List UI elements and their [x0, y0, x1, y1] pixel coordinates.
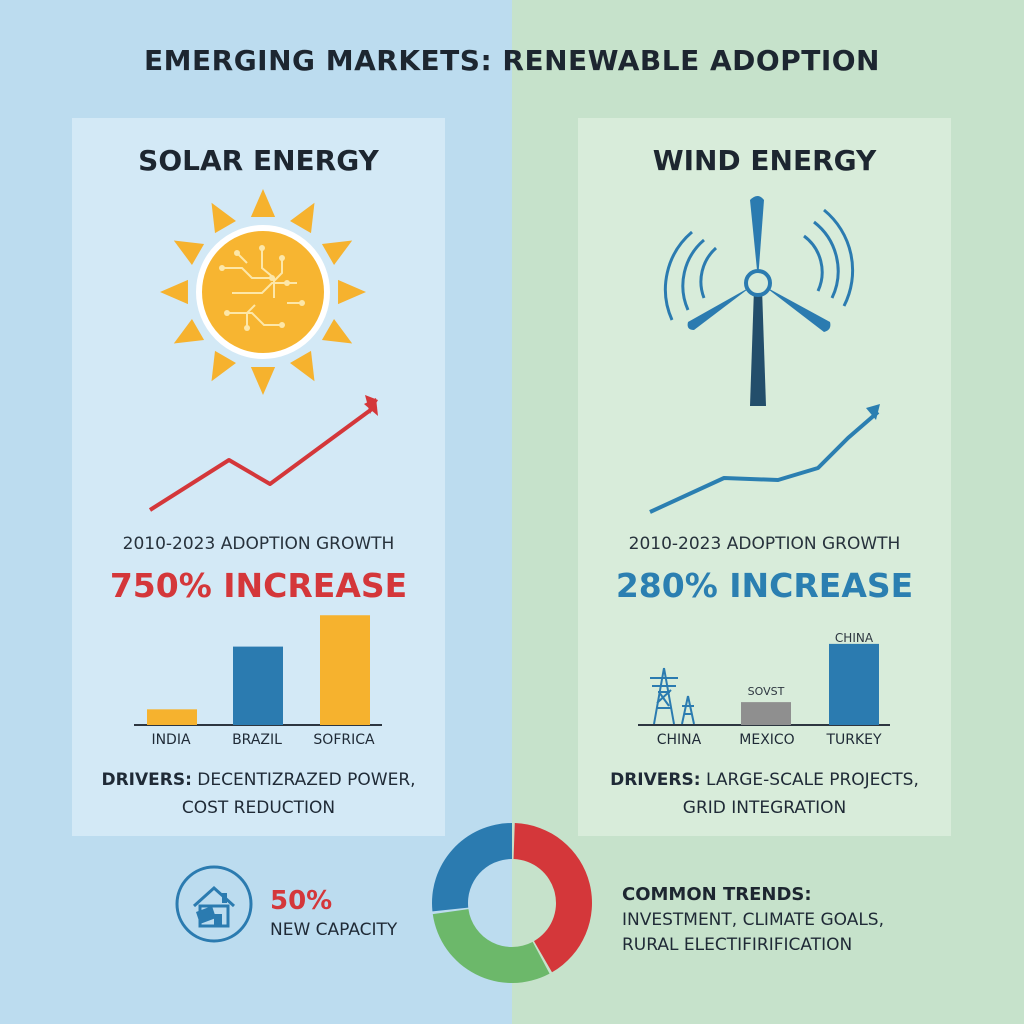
- common-trends-line-2: RURAL ELECTIFIRIFICATION: [622, 935, 853, 955]
- solar-bars-bar-2: [233, 646, 283, 725]
- sun-ray: [290, 350, 315, 382]
- solar-bars-bar-3: [320, 615, 370, 725]
- capacity-label: NEW CAPACITY: [270, 920, 398, 940]
- sun-ray: [173, 319, 205, 344]
- wind-drivers-label: DRIVERS:: [610, 770, 701, 790]
- solar-bars-bar-1: [147, 709, 197, 725]
- sun-ray: [173, 240, 205, 265]
- wind-bar-top-label-3: CHINA: [834, 631, 874, 645]
- solar-heading: SOLAR ENERGY: [138, 144, 379, 177]
- solar-bar-label-2: BRAZIL: [232, 732, 282, 748]
- sun-ray: [321, 240, 353, 265]
- wind-bars-bar-2: [741, 702, 791, 725]
- sun-ray: [211, 202, 236, 234]
- capacity-percent: 50%: [270, 886, 333, 916]
- wind-bar-top-label-2: SOVST: [747, 685, 785, 698]
- common-trends-title: COMMON TRENDS:: [622, 884, 812, 905]
- wind-drivers-text-1: LARGE-SCALE PROJECTS,: [705, 770, 919, 790]
- wind-increase: 280% INCREASE: [615, 566, 914, 605]
- wind-drivers: DRIVERS: LARGE-SCALE PROJECTS, GRID INTE…: [578, 766, 951, 822]
- wind-graphics: [638, 196, 890, 726]
- sun-ray: [250, 189, 276, 217]
- wind-bar-label-1: CHINA: [656, 732, 702, 748]
- solar-panel: SOLAR ENERGY: [72, 118, 445, 836]
- solar-graphics: [134, 189, 382, 726]
- power-pylon-icon: [650, 667, 695, 725]
- sun-ray: [250, 367, 276, 395]
- solar-bar-label-1: INDIA: [151, 732, 191, 748]
- wind-bars-bar-3: [829, 643, 879, 725]
- solar-drivers: DRIVERS: DECENTIZRAZED POWER, COST REDUC…: [72, 766, 445, 822]
- wind-drivers-text-2: GRID INTEGRATION: [682, 798, 847, 818]
- common-trends-body: INVESTMENT, CLIMATE GOALS, RURAL ELECTIF…: [622, 908, 884, 958]
- solar-growth-label: 2010-2023 ADOPTION GROWTH: [122, 534, 395, 554]
- page-title: EMERGING MARKETS: RENEWABLE ADOPTION: [144, 44, 880, 77]
- wind-growth-label: 2010-2023 ADOPTION GROWTH: [628, 534, 901, 554]
- common-trends-line-1: INVESTMENT, CLIMATE GOALS,: [622, 910, 885, 930]
- solar-trend-arrow: [148, 395, 378, 512]
- sun-circuit-icon: [160, 189, 366, 395]
- wind-bars: [741, 643, 879, 725]
- solar-drivers-text-2: COST REDUCTION: [181, 798, 336, 818]
- wind-heading: WIND ENERGY: [652, 144, 877, 177]
- sun-ray: [338, 279, 366, 305]
- wind-trend-arrow: [649, 404, 880, 514]
- solar-bar-label-3: SOFRICA: [313, 732, 375, 748]
- wind-bar-label-3: TURKEY: [826, 732, 882, 748]
- sun-ray: [211, 350, 236, 382]
- sun-ray: [160, 279, 188, 305]
- sun-ray: [321, 319, 353, 344]
- solar-drivers-label: DRIVERS:: [101, 770, 192, 790]
- solar-increase: 750% INCREASE: [109, 566, 408, 605]
- wind-bar-label-2: MEXICO: [739, 732, 795, 748]
- solar-drivers-text-1: DECENTIZRAZED POWER,: [197, 770, 416, 790]
- solar-bars: [147, 615, 370, 725]
- wind-panel: WIND ENERGY: [578, 118, 951, 836]
- sun-ray: [290, 202, 315, 234]
- wind-turbine-icon: [663, 196, 855, 406]
